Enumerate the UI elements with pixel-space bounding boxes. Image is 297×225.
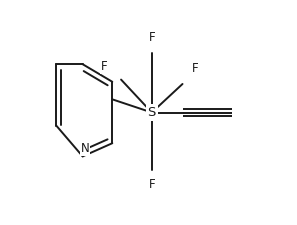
Text: F: F — [101, 60, 108, 73]
Text: F: F — [192, 62, 199, 75]
Text: F: F — [148, 32, 155, 44]
Text: F: F — [148, 178, 155, 191]
Text: N: N — [80, 142, 89, 155]
Text: S: S — [148, 106, 156, 119]
